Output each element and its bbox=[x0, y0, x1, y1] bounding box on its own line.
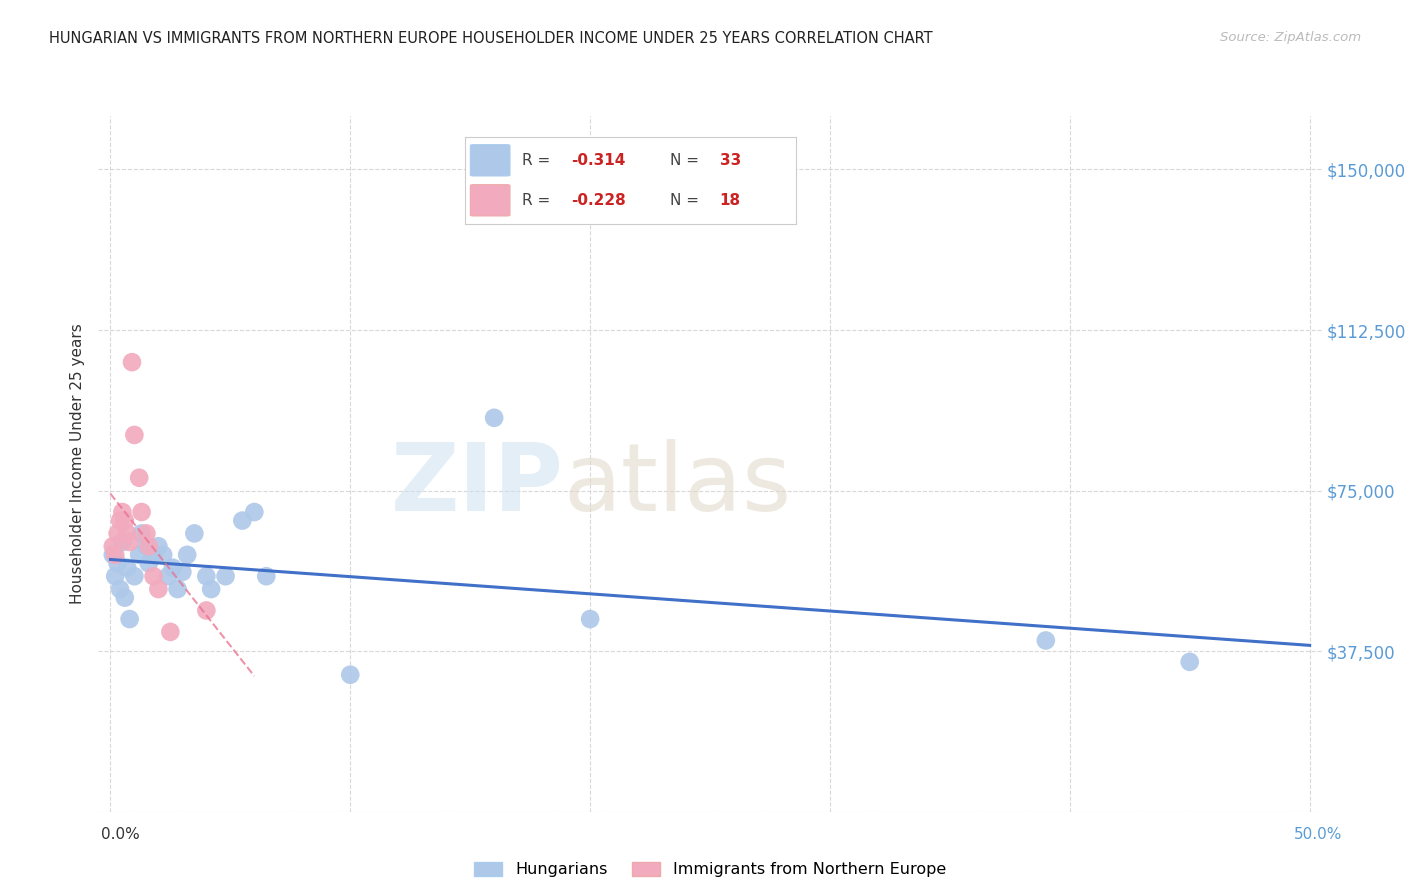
Point bbox=[138, 539, 160, 553]
Point bbox=[107, 557, 129, 571]
Point bbox=[214, 569, 236, 583]
Point bbox=[142, 548, 165, 562]
Y-axis label: Householder Income Under 25 years: Householder Income Under 25 years bbox=[70, 324, 86, 604]
Point bbox=[114, 514, 136, 528]
Point bbox=[114, 591, 136, 605]
Point bbox=[121, 355, 143, 369]
FancyBboxPatch shape bbox=[471, 145, 510, 176]
Legend: Hungarians, Immigrants from Northern Europe: Hungarians, Immigrants from Northern Eur… bbox=[467, 855, 953, 884]
Point bbox=[124, 428, 146, 442]
Text: 50.0%: 50.0% bbox=[1295, 827, 1343, 841]
Point bbox=[166, 582, 188, 596]
Point bbox=[135, 526, 157, 541]
Point bbox=[579, 612, 602, 626]
Point bbox=[183, 526, 205, 541]
Text: 0.0%: 0.0% bbox=[101, 827, 141, 841]
Point bbox=[142, 569, 165, 583]
Text: N =: N = bbox=[671, 193, 699, 208]
Point bbox=[108, 582, 131, 596]
Text: ZIP: ZIP bbox=[391, 439, 564, 531]
Point bbox=[115, 560, 138, 574]
Point bbox=[148, 582, 170, 596]
Point bbox=[111, 535, 134, 549]
Text: -0.228: -0.228 bbox=[571, 193, 626, 208]
Point bbox=[135, 539, 157, 553]
Point bbox=[118, 612, 141, 626]
Point bbox=[118, 535, 141, 549]
Point bbox=[231, 514, 253, 528]
Point bbox=[200, 582, 222, 596]
Point bbox=[176, 548, 198, 562]
Point bbox=[108, 514, 131, 528]
Point bbox=[128, 471, 150, 485]
Point bbox=[1178, 655, 1201, 669]
Point bbox=[101, 539, 124, 553]
Point bbox=[482, 410, 505, 425]
Point bbox=[138, 557, 160, 571]
Point bbox=[148, 539, 170, 553]
Point bbox=[152, 548, 174, 562]
Point bbox=[107, 526, 129, 541]
FancyBboxPatch shape bbox=[471, 185, 510, 216]
Point bbox=[124, 569, 146, 583]
Text: R =: R = bbox=[522, 193, 550, 208]
Point bbox=[159, 624, 181, 639]
Point bbox=[131, 526, 153, 541]
Point bbox=[162, 560, 184, 574]
Point bbox=[195, 569, 218, 583]
Text: R =: R = bbox=[522, 153, 550, 168]
Point bbox=[104, 569, 127, 583]
Point bbox=[128, 548, 150, 562]
Point bbox=[115, 526, 138, 541]
Text: atlas: atlas bbox=[564, 439, 792, 531]
Text: Source: ZipAtlas.com: Source: ZipAtlas.com bbox=[1220, 31, 1361, 45]
Point bbox=[101, 548, 124, 562]
Point bbox=[104, 548, 127, 562]
Point bbox=[111, 505, 134, 519]
Point bbox=[195, 603, 218, 617]
Point bbox=[1035, 633, 1057, 648]
Text: HUNGARIAN VS IMMIGRANTS FROM NORTHERN EUROPE HOUSEHOLDER INCOME UNDER 25 YEARS C: HUNGARIAN VS IMMIGRANTS FROM NORTHERN EU… bbox=[49, 31, 932, 46]
Point bbox=[156, 569, 179, 583]
Text: N =: N = bbox=[671, 153, 699, 168]
Point bbox=[131, 505, 153, 519]
Point bbox=[339, 667, 361, 681]
Point bbox=[254, 569, 277, 583]
Text: 33: 33 bbox=[720, 153, 741, 168]
Point bbox=[172, 565, 194, 579]
Text: 18: 18 bbox=[720, 193, 741, 208]
Text: -0.314: -0.314 bbox=[571, 153, 626, 168]
Point bbox=[243, 505, 266, 519]
